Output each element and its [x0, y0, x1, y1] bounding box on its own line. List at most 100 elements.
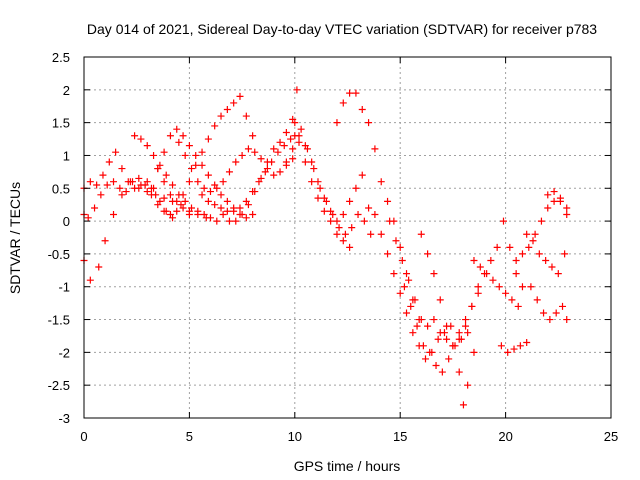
data-point [293, 86, 301, 94]
data-point [434, 335, 442, 343]
data-point [421, 355, 429, 363]
data-point [360, 217, 368, 225]
data-point [242, 214, 250, 222]
data-point [455, 335, 463, 343]
data-point [276, 138, 284, 146]
x-tick-label: 0 [80, 429, 87, 444]
data-point [223, 197, 231, 205]
data-point [124, 178, 132, 186]
x-axis-label: GPS time / hours [294, 458, 401, 474]
data-point [160, 194, 168, 202]
data-point [257, 174, 265, 182]
data-point [483, 270, 491, 278]
data-point [417, 230, 425, 238]
series-sat-m [333, 89, 423, 324]
data-point [206, 214, 214, 222]
data-point [462, 316, 470, 324]
data-point [225, 168, 233, 176]
data-point [143, 142, 151, 150]
data-point [352, 184, 360, 192]
data-point [223, 207, 231, 215]
data-point [213, 184, 221, 192]
data-point [162, 207, 170, 215]
data-point [185, 142, 193, 150]
data-point [101, 237, 109, 245]
data-point [367, 230, 375, 238]
data-point [301, 158, 309, 166]
data-point [287, 135, 295, 143]
data-point [173, 125, 181, 133]
data-point [263, 158, 271, 166]
data-point [270, 171, 278, 179]
data-point [542, 256, 550, 264]
data-point [348, 224, 356, 232]
x-tick-label: 10 [288, 429, 302, 444]
data-point [194, 207, 202, 215]
data-point [411, 296, 419, 304]
data-point [514, 302, 522, 310]
y-tick-label: 0 [63, 214, 70, 229]
data-point [358, 171, 366, 179]
data-point [552, 309, 560, 317]
data-point [91, 204, 99, 212]
data-point [137, 135, 145, 143]
data-point [561, 250, 569, 258]
y-tick-label: 1.5 [52, 116, 70, 131]
data-point [192, 151, 200, 159]
data-point [112, 148, 120, 156]
data-point [550, 197, 558, 205]
data-point [506, 243, 514, 251]
data-point [238, 211, 246, 219]
data-point [358, 106, 366, 114]
data-point [516, 342, 524, 350]
data-point [198, 161, 206, 169]
data-point [166, 132, 174, 140]
data-point [508, 296, 516, 304]
data-point [432, 361, 440, 369]
data-point [270, 145, 278, 153]
data-point [352, 89, 360, 97]
x-tick-label: 15 [393, 429, 407, 444]
data-point [346, 197, 354, 205]
data-point [110, 211, 118, 219]
data-point [219, 211, 227, 219]
data-point [295, 132, 303, 140]
data-point [303, 145, 311, 153]
data-point [166, 191, 174, 199]
data-point [150, 151, 158, 159]
data-point [213, 217, 221, 225]
data-point [476, 263, 484, 271]
data-point [445, 355, 453, 363]
data-point [179, 204, 187, 212]
series-sat-h [198, 132, 299, 215]
data-point [181, 197, 189, 205]
data-point [335, 224, 343, 232]
data-point [365, 119, 373, 127]
data-point [160, 178, 168, 186]
data-point [333, 119, 341, 127]
y-tick-label: -0.5 [48, 247, 70, 262]
data-point [217, 204, 225, 212]
data-point [185, 211, 193, 219]
data-point [143, 188, 151, 196]
data-point [409, 329, 417, 337]
data-point [131, 184, 139, 192]
series-sat-p [400, 283, 472, 376]
data-point [147, 191, 155, 199]
data-point [377, 230, 385, 238]
data-point [236, 92, 244, 100]
data-point [426, 348, 434, 356]
data-point [257, 155, 265, 163]
series-sat-l [295, 138, 354, 251]
data-point [417, 316, 425, 324]
data-point [308, 158, 316, 166]
data-point [251, 188, 259, 196]
data-point [462, 322, 470, 330]
series-sat-j [282, 132, 366, 225]
data-point [97, 191, 105, 199]
axis-ticks [83, 56, 612, 419]
data-point [533, 296, 541, 304]
series-sat-k [291, 119, 375, 238]
y-tick-label: -1.5 [48, 313, 70, 328]
